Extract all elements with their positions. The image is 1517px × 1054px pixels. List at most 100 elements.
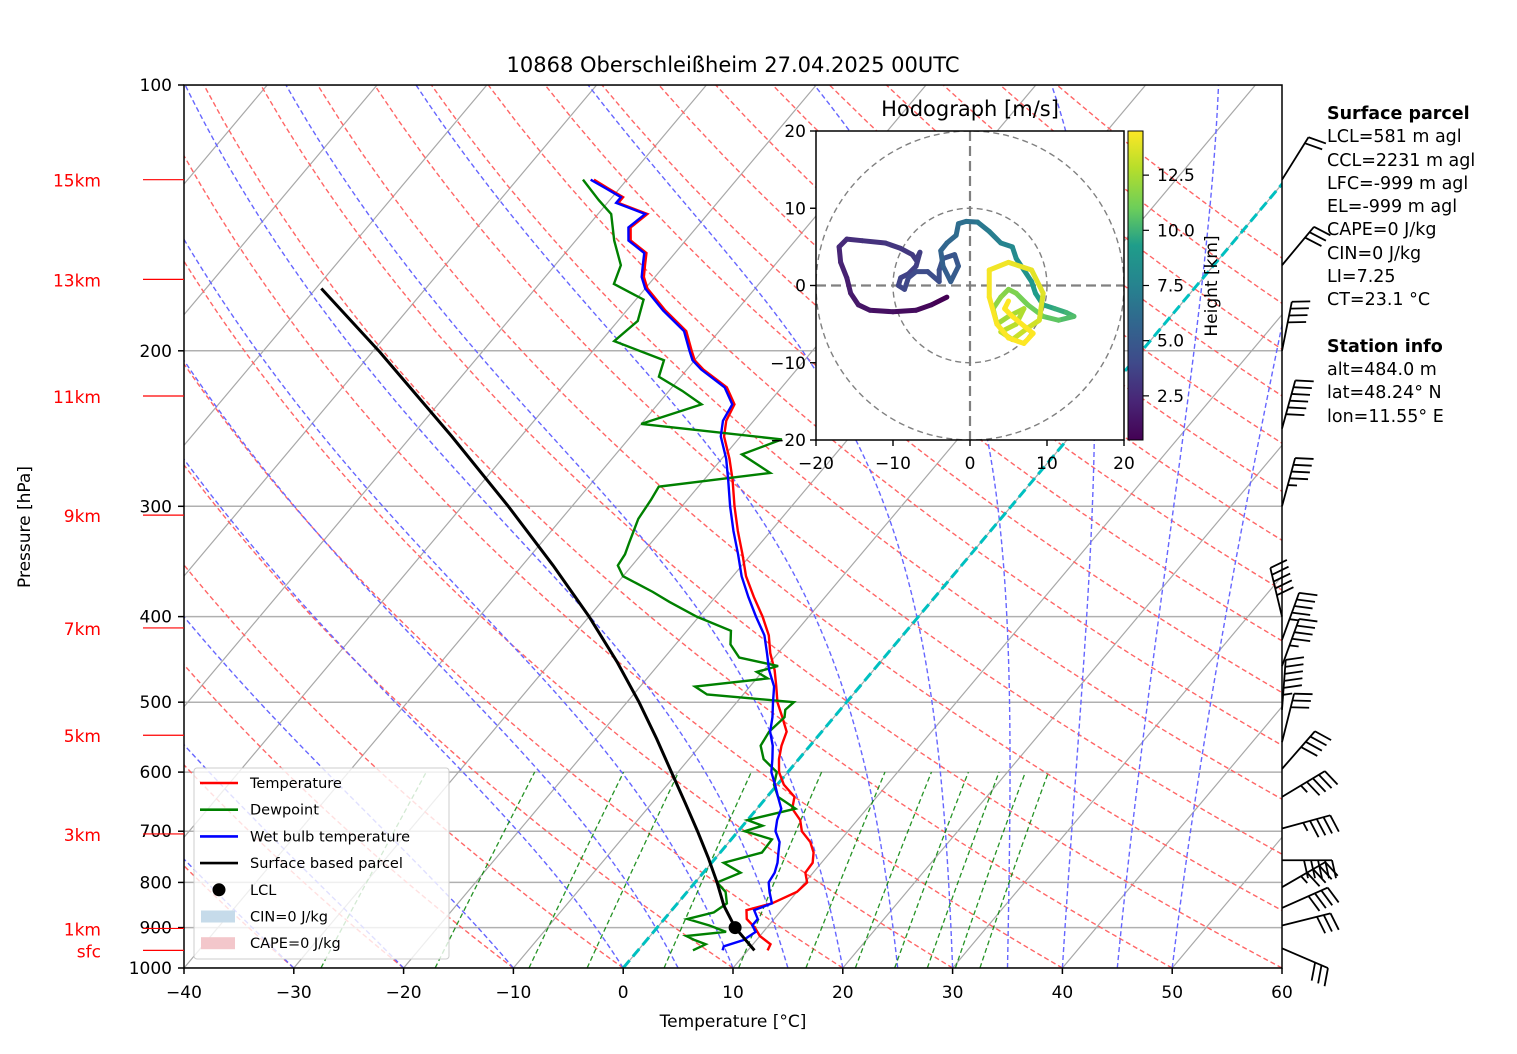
hodograph-segment (913, 302, 934, 313)
barb-staff (1281, 912, 1331, 927)
x-tick-label: −10 (495, 983, 531, 1003)
barb-half (1302, 822, 1309, 832)
barb-flag (1322, 914, 1333, 932)
barb-staff (1281, 770, 1326, 798)
mixing-ratio-line (586, 771, 680, 968)
station-info-line: alt=484.0 m (1327, 359, 1437, 380)
barb-flag (1285, 413, 1305, 417)
hodograph: Hodograph [m/s] −20 −10 0 10 20 20 10 0 −10 −20 2… (770, 97, 1222, 474)
isotherm-line (732, 313, 1282, 968)
barb-flag (1273, 572, 1291, 583)
wind-barb (1281, 886, 1340, 912)
hodograph-y-tick-label: −10 (770, 354, 806, 374)
moist-adiabat (285, 85, 844, 968)
barb-flag (1306, 872, 1321, 887)
barb-flag (1296, 598, 1316, 603)
legend-swatch (212, 883, 226, 897)
surface-parcel-title: Surface parcel (1327, 104, 1470, 124)
dry-adiabat (184, 362, 844, 968)
moist-adiabat (184, 615, 514, 968)
barb-half (1300, 875, 1308, 884)
series-dewpoint (582, 178, 799, 952)
wind-barb (1281, 457, 1314, 507)
moist-adiabat (1171, 321, 1282, 968)
barb-staff (1281, 659, 1287, 710)
barb-flag (1308, 136, 1327, 145)
mixing-ratio-line (663, 771, 752, 968)
hodograph-title: Hodograph [m/s] (881, 97, 1059, 121)
barb-flag (1315, 818, 1327, 836)
barb-flag (1274, 579, 1293, 590)
moist-adiabat (415, 85, 899, 968)
barb-flag (1291, 611, 1311, 616)
x-tick-label: −30 (276, 983, 312, 1003)
station-info-line: lon=11.55° E (1327, 406, 1444, 427)
series-surface-based-parcel (320, 287, 756, 952)
barb-flag (1322, 816, 1333, 834)
barb-flag (1317, 860, 1323, 879)
hodograph-segment (838, 259, 850, 281)
legend-swatch (201, 937, 235, 950)
legend: Temperature Dewpoint Wet bulb temperature S… (193, 767, 450, 960)
station-info-line: lat=48.24° N (1327, 383, 1442, 404)
barb-flag (1284, 677, 1303, 682)
hodograph-segment (986, 294, 1000, 327)
hodograph-segment (844, 236, 865, 244)
isotherm-line (184, 85, 598, 577)
wind-barb (1281, 692, 1313, 743)
barb-staff (1281, 618, 1300, 667)
barb-flag (1289, 477, 1309, 481)
height-label: 9km (64, 507, 101, 527)
x-tick-label: 0 (618, 983, 629, 1003)
dry-adiabat (184, 563, 624, 968)
barb-staff (1281, 380, 1297, 429)
surface-parcel-line: CIN=0 J/kg (1327, 243, 1422, 264)
hodograph-segment (1036, 290, 1046, 323)
hodograph-segment (938, 248, 946, 269)
surface-parcel-line: EL=-999 m agl (1327, 197, 1458, 218)
barb-flag (1324, 770, 1339, 786)
wind-barbs (1269, 136, 1340, 987)
hodograph-segment (929, 294, 950, 308)
barb-staff (1281, 457, 1297, 507)
hodograph-y-tick-label: 10 (784, 199, 806, 219)
barb-flag (1314, 892, 1327, 909)
wind-barb (1281, 814, 1340, 838)
hodograph-segment (1040, 313, 1062, 323)
hodograph-y-tick-label: −20 (770, 431, 806, 451)
legend-label: Surface based parcel (250, 856, 403, 872)
barb-flag (1276, 586, 1294, 597)
colorbar-tick-label: 12.5 (1157, 166, 1195, 186)
isotherm-line (184, 85, 707, 708)
colorbar-tick-label: 5.0 (1157, 332, 1184, 352)
dry-adiabat (317, 85, 1282, 912)
hodograph-segment (1056, 313, 1077, 323)
zero-isotherm (622, 181, 1282, 968)
wind-barb (1281, 300, 1311, 351)
surface-parcel-line: LI=7.25 (1327, 267, 1396, 288)
series-wet-bulb-temperature (590, 178, 783, 951)
x-tick-label: 50 (1161, 983, 1183, 1003)
wind-barb (1281, 947, 1329, 987)
mixing-ratio-line (434, 771, 536, 968)
surface-parcel-line: CAPE=0 J/kg (1327, 220, 1437, 241)
barb-flag (1300, 746, 1318, 757)
x-tick-label: 40 (1052, 983, 1074, 1003)
barb-flag (1324, 861, 1339, 877)
legend-label: CAPE=0 J/kg (250, 936, 341, 952)
hodograph-x-tick-label: 10 (1036, 454, 1058, 474)
barb-flag (1310, 962, 1316, 981)
barb-flag (1318, 774, 1333, 789)
hodograph-segment (1013, 290, 1031, 308)
barb-staff (1281, 226, 1315, 266)
moist-adiabat (184, 238, 734, 968)
hodograph-x-tick-label: −10 (875, 454, 911, 474)
mixing-ratio-line (738, 771, 823, 968)
mixing-ratio-line (528, 771, 625, 968)
hodograph-segment (986, 259, 1011, 273)
wind-barb (1281, 770, 1339, 798)
x-axis-label: Temperature [°C] (659, 1012, 807, 1032)
dry-adiabat (184, 154, 1063, 968)
